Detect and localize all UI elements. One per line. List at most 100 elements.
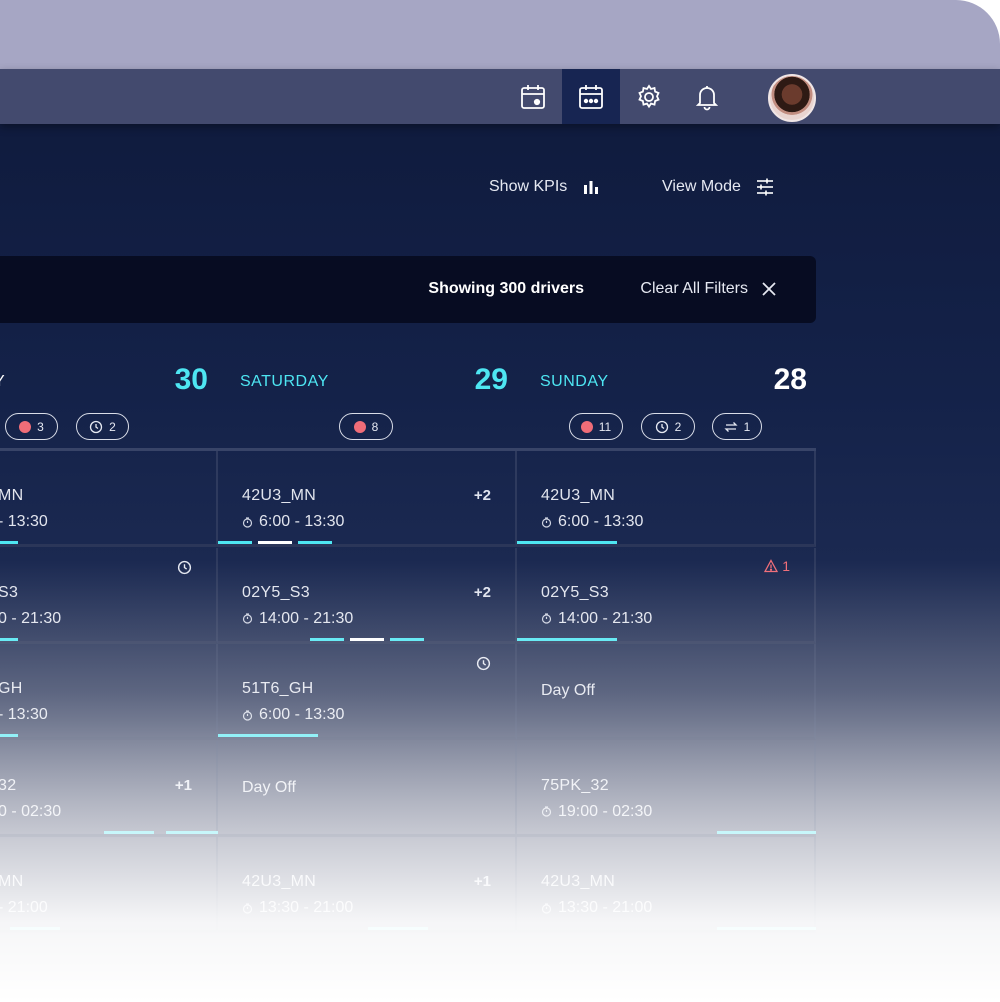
shift-time-value: 19:00 - 02:30 <box>558 802 653 820</box>
filter-bar: Showing 300 drivers Clear All Filters <box>0 256 816 323</box>
clock-icon <box>655 420 669 434</box>
shift-progress-bar <box>717 830 816 834</box>
bell-icon[interactable] <box>678 69 736 124</box>
shift-time: 14:00 - 21:30 <box>541 610 652 628</box>
shift-progress-bar <box>218 541 252 544</box>
route-code: 42U3_MN <box>242 487 317 504</box>
day-name: SUNDAY <box>540 373 609 390</box>
clock-count-chip[interactable]: 2 <box>641 413 695 440</box>
shift-progress-bar <box>310 637 344 641</box>
shift-cell[interactable]: 42U3_MN 6:00 - 13:30 +2 <box>218 451 517 547</box>
shift-progress-bar <box>298 541 332 544</box>
route-code: 42U3_MN <box>541 487 616 504</box>
shift-time: - 13:30 <box>0 513 48 531</box>
day-number: 28 <box>773 363 807 396</box>
shift-cell[interactable]: MN - 13:30 <box>0 451 218 547</box>
alert-count-chip[interactable]: 8 <box>339 413 393 440</box>
timer-icon <box>242 516 253 528</box>
shift-time-value: - 13:30 <box>0 513 48 530</box>
pending-clock-icon[interactable] <box>177 560 192 575</box>
swap-count-chip[interactable]: 1 <box>712 413 762 440</box>
extra-shifts-count[interactable]: +2 <box>473 487 491 504</box>
timer-icon <box>541 516 552 528</box>
day-off-label: Day Off <box>541 682 595 699</box>
route-code: S3 <box>0 583 19 601</box>
shift-cell[interactable]: 02Y5_S3 14:00 - 21:30 1 <box>517 547 816 644</box>
shift-time-value: - 13:30 <box>0 706 48 723</box>
shift-progress-bar <box>104 830 154 834</box>
shift-time-value: 14:00 - 21:30 <box>259 609 354 627</box>
chip-count: 8 <box>371 419 379 434</box>
shift-cell[interactable]: 42U3_MN 13:30 - 21:00 <box>517 837 816 933</box>
extra-shifts-count[interactable]: +1 <box>174 776 192 794</box>
timer-icon <box>541 902 552 914</box>
avatar[interactable] <box>768 74 816 122</box>
shift-time: 6:00 - 13:30 <box>242 513 344 531</box>
route-code: MN <box>0 487 24 504</box>
day-off-label: Day Off <box>242 778 296 796</box>
route-code: 75PK_32 <box>541 776 609 794</box>
extra-shifts-count[interactable]: +1 <box>473 873 491 890</box>
scheduler-app: Show KPIs View Mode Showing 300 drivers … <box>0 69 1000 1002</box>
route-code: MN <box>0 873 24 890</box>
shift-time-value: 14:00 - 21:30 <box>558 609 653 627</box>
warning-count: 1 <box>782 557 790 574</box>
route-code: 42U3_MN <box>242 873 317 890</box>
shift-progress-bar <box>0 637 18 641</box>
extra-shifts-count[interactable]: +2 <box>473 583 491 601</box>
grid-divider <box>0 448 816 451</box>
shift-progress-bar <box>0 734 18 737</box>
shift-time-value: 0 - 02:30 <box>0 802 62 820</box>
calendar-week-icon[interactable] <box>562 69 620 124</box>
chip-count: 1 <box>743 419 751 434</box>
close-icon[interactable] <box>760 280 778 298</box>
swap-icon <box>724 420 738 434</box>
shift-cell[interactable]: 42U3_MN 6:00 - 13:30 <box>517 451 816 547</box>
gear-icon[interactable] <box>620 69 678 124</box>
shift-time: 6:00 - 13:30 <box>242 706 344 724</box>
shift-cell[interactable]: 32 0 - 02:30 +1 <box>0 740 218 837</box>
shift-time-value: 6:00 - 13:30 <box>558 513 644 530</box>
shift-time: 13:30 - 21:00 <box>242 899 353 917</box>
timer-icon <box>242 709 253 721</box>
shift-time-value: 0 - 21:30 <box>0 609 62 627</box>
shift-time: 14:00 - 21:30 <box>242 610 353 628</box>
shift-cell[interactable]: Day Off <box>517 644 816 740</box>
alert-dot-icon <box>353 420 366 433</box>
clear-all-filters-button[interactable]: Clear All Filters <box>640 280 748 297</box>
view-mode-button[interactable]: View Mode <box>662 176 775 198</box>
shift-cell[interactable]: MN - 21:00 <box>0 837 218 933</box>
shift-cell[interactable]: GH - 13:30 <box>0 644 218 740</box>
day-name: SATURDAY <box>240 373 329 390</box>
shift-progress-bar <box>390 637 424 641</box>
shift-progress-bar <box>350 637 384 641</box>
warning-indicator[interactable]: 1 <box>764 558 790 574</box>
timer-icon <box>242 902 253 914</box>
shift-progress-bar <box>517 541 617 544</box>
shift-time-value: 13:30 - 21:00 <box>558 899 653 916</box>
pending-clock-icon[interactable] <box>476 656 491 671</box>
shift-time-value: 6:00 - 13:30 <box>259 706 345 723</box>
calendar-day-icon[interactable] <box>504 69 562 124</box>
day-number: 29 <box>474 363 508 396</box>
shift-time: 19:00 - 02:30 <box>541 803 652 821</box>
shift-cell[interactable]: 51T6_GH 6:00 - 13:30 <box>218 644 517 740</box>
clock-count-chip[interactable]: 2 <box>76 413 129 440</box>
shift-progress-bar <box>517 637 617 641</box>
shift-progress-bar <box>0 541 18 544</box>
shift-cell[interactable]: 02Y5_S3 14:00 - 21:30 +2 <box>218 547 517 644</box>
shift-progress-bar <box>166 830 218 834</box>
shift-cell[interactable]: Day Off <box>218 740 517 837</box>
shift-cell[interactable]: 75PK_32 19:00 - 02:30 <box>517 740 816 837</box>
alert-count-chip[interactable]: 3 <box>5 413 58 440</box>
shift-cell[interactable]: 42U3_MN 13:30 - 21:00 +1 <box>218 837 517 933</box>
shift-time: 0 - 21:30 <box>0 610 61 628</box>
shift-progress-bar <box>368 927 428 930</box>
show-kpis-button[interactable]: Show KPIs <box>489 176 601 198</box>
shift-cell[interactable]: S3 0 - 21:30 <box>0 547 218 644</box>
route-code: 02Y5_S3 <box>242 583 310 601</box>
route-code: 02Y5_S3 <box>541 583 609 601</box>
timer-icon <box>541 806 552 817</box>
alert-count-chip[interactable]: 11 <box>569 413 623 440</box>
